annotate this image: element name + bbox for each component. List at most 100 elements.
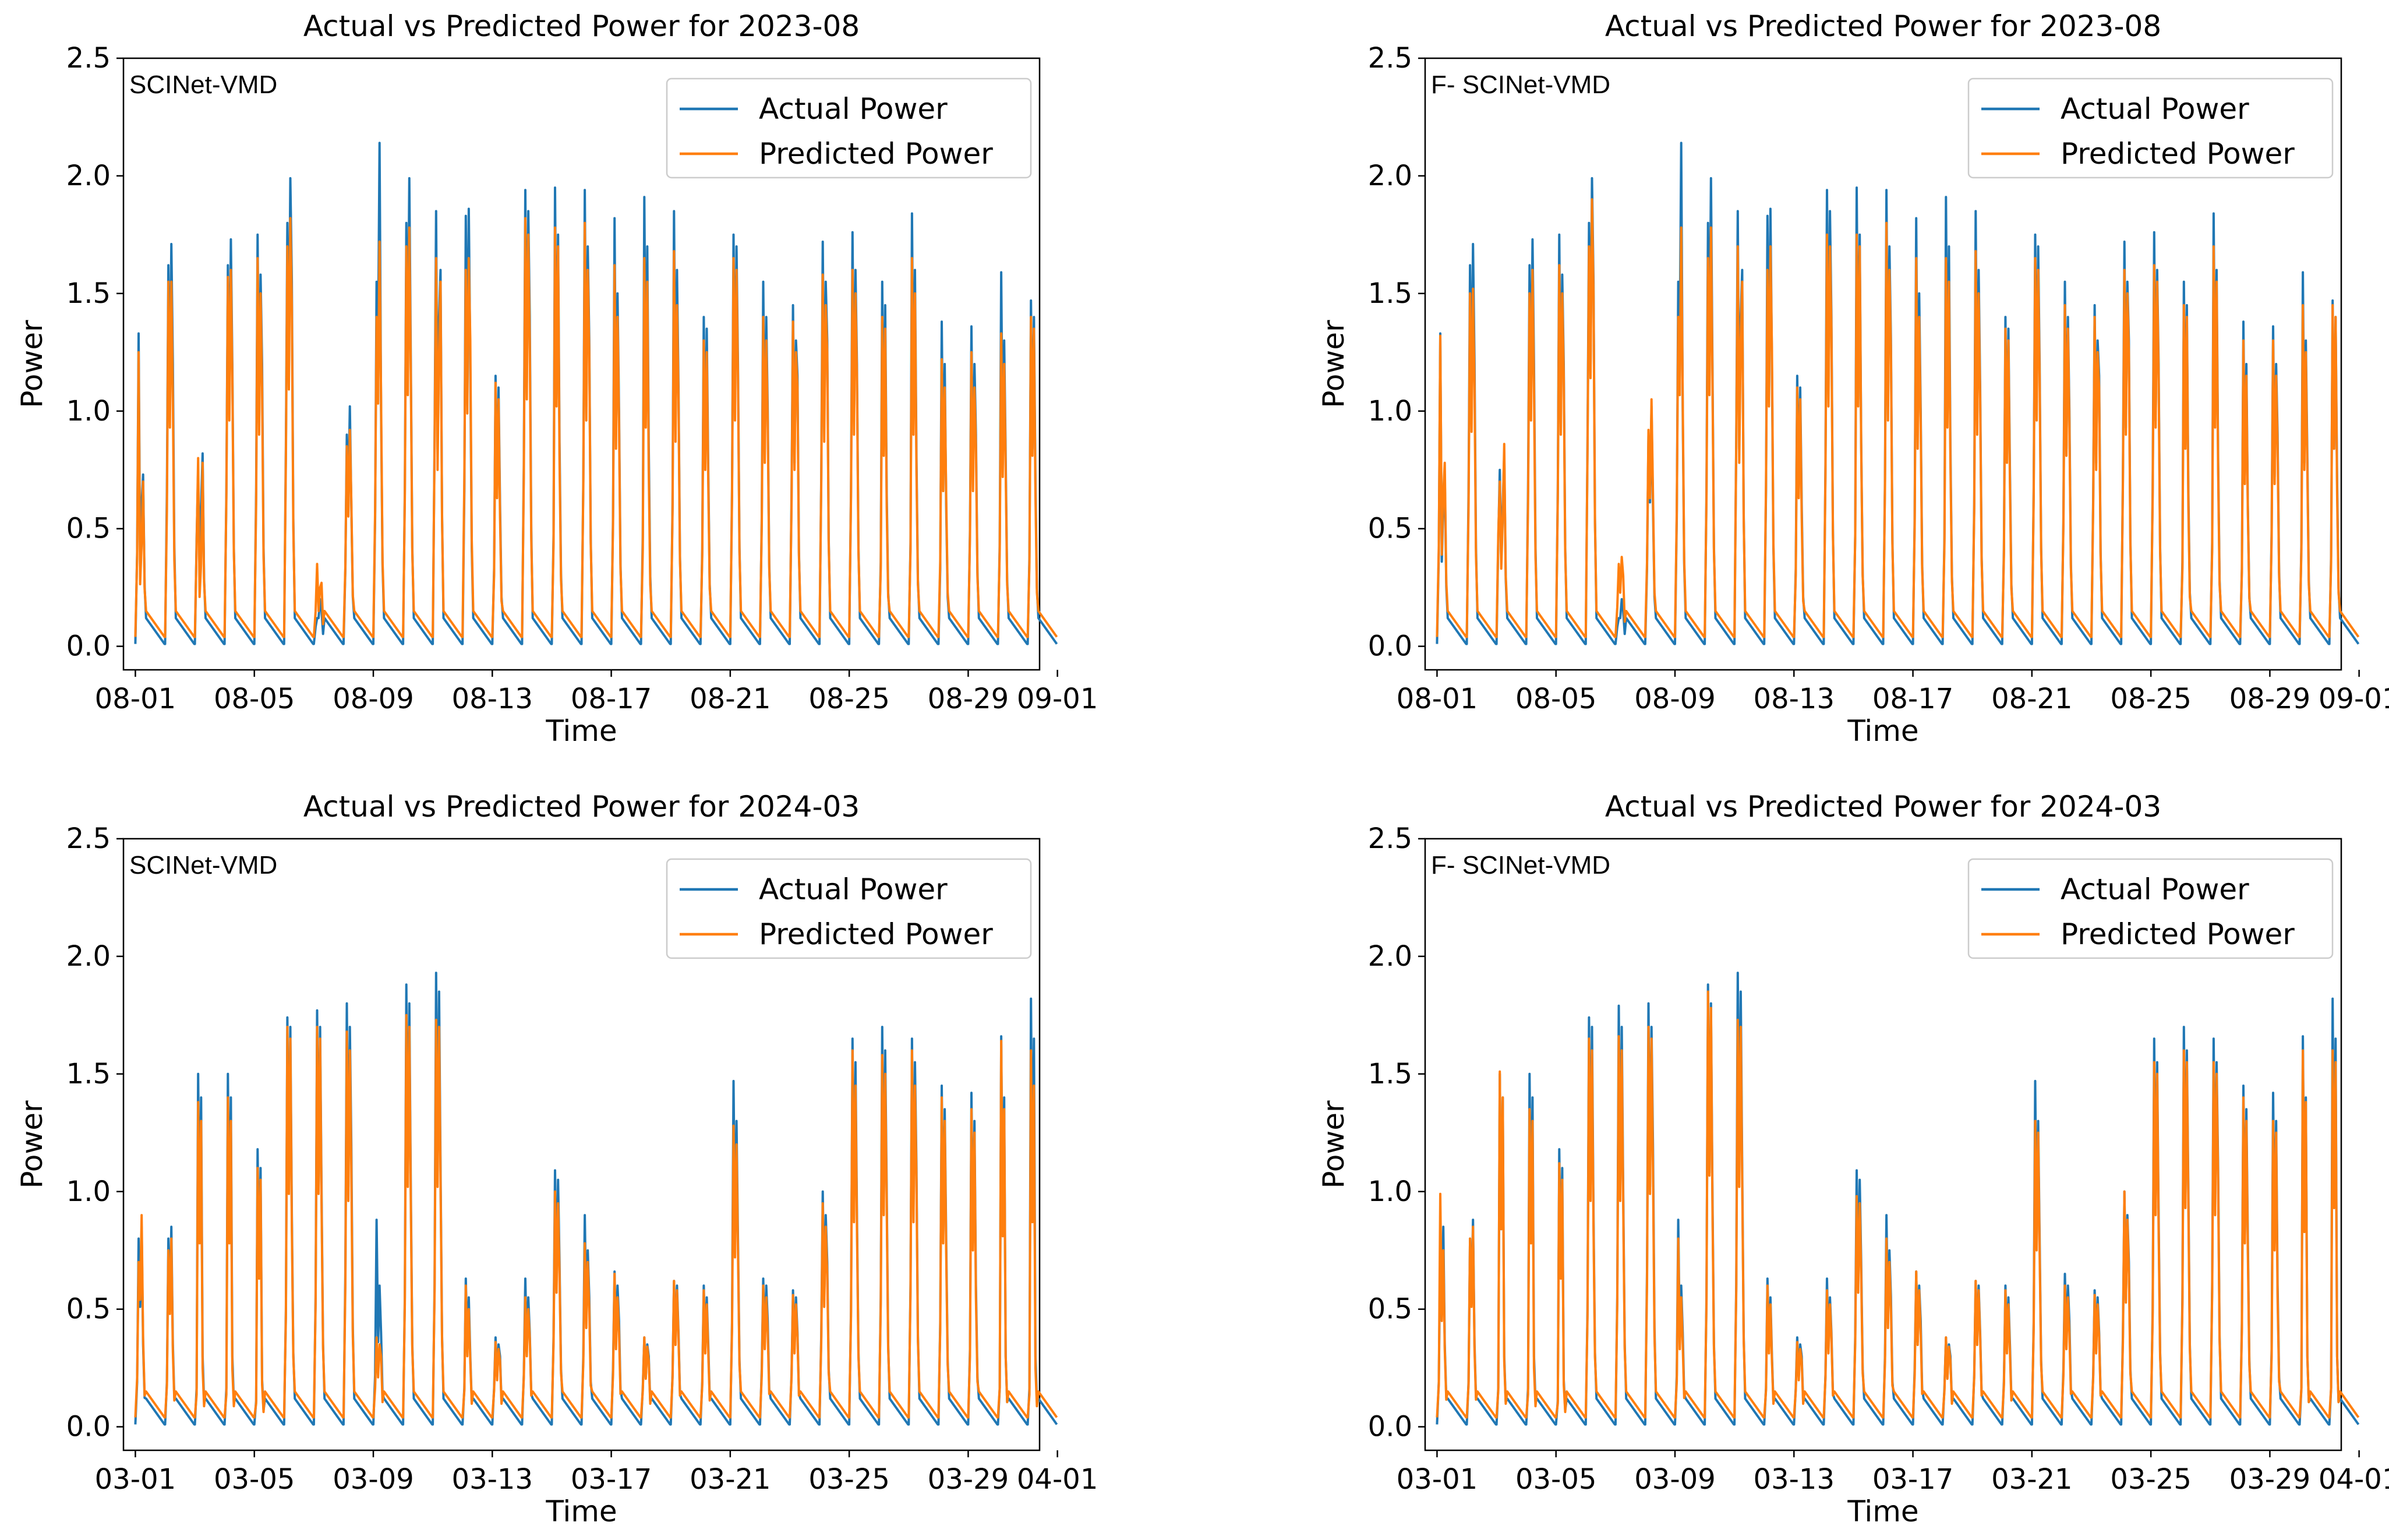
chart-title: Actual vs Predicted Power for 2023-08: [303, 9, 860, 43]
model-label: SCINet-VMD: [129, 70, 277, 99]
y-tick-label: 2.0: [1368, 160, 1412, 192]
model-label: F- SCINet-VMD: [1431, 851, 1610, 880]
y-tick-label: 2.5: [66, 822, 111, 855]
y-tick-label: 0.0: [66, 630, 111, 663]
predicted-power-line: [134, 1013, 1058, 1419]
predicted-power-line: [134, 217, 1058, 638]
x-tick-label: 08-09: [333, 683, 414, 715]
y-axis-label: Power: [15, 1100, 49, 1189]
x-tick-label: 08-05: [214, 683, 295, 715]
x-tick-label: 08-17: [571, 683, 652, 715]
x-tick-label: 03-05: [214, 1463, 295, 1496]
y-tick-label: 1.0: [1368, 1175, 1412, 1208]
x-tick-label: 08-09: [1634, 683, 1715, 715]
y-tick-label: 1.5: [66, 1058, 111, 1090]
legend-predicted-label: Predicted Power: [759, 917, 993, 951]
x-tick-label: 03-09: [333, 1463, 414, 1496]
legend-predicted-label: Predicted Power: [2061, 917, 2295, 951]
x-tick-label: 03-17: [1872, 1463, 1953, 1496]
chart-title: Actual vs Predicted Power for 2023-08: [1605, 9, 2161, 43]
plot-frame: [122, 57, 1041, 671]
y-tick-label: 2.0: [1368, 940, 1412, 973]
x-tick-label: 08-21: [1991, 683, 2072, 715]
predicted-power-line: [1436, 990, 2360, 1419]
y-axis-label: Power: [1317, 1100, 1351, 1189]
chart-2: Actual vs Predicted Power for 2023-08 0.0…: [1317, 9, 2389, 748]
x-tick-label: 08-13: [1754, 683, 1835, 715]
y-axis-label: Power: [15, 320, 49, 408]
plot-frame: [122, 838, 1041, 1451]
y-tick-label: 2.5: [1368, 822, 1412, 855]
legend-actual-label: Actual Power: [2061, 873, 2249, 906]
x-tick-label: 03-05: [1515, 1463, 1596, 1496]
x-tick-label: 03-13: [1754, 1463, 1835, 1496]
legend-box: [1967, 858, 2334, 959]
y-tick-label: 2.5: [66, 42, 111, 75]
x-axis-label: Time: [1847, 1495, 1918, 1528]
legend-actual-label: Actual Power: [2061, 92, 2249, 126]
x-tick-label: 03-09: [1634, 1463, 1715, 1496]
x-tick-label: 08-01: [95, 683, 176, 715]
x-tick-label: 08-29: [2229, 683, 2310, 715]
x-tick-label: 08-13: [452, 683, 533, 715]
x-tick-label: 03-21: [690, 1463, 771, 1496]
x-tick-label: 03-01: [95, 1463, 176, 1496]
legend-box: [666, 858, 1032, 959]
model-label: F- SCINet-VMD: [1431, 70, 1610, 99]
y-tick-label: 1.5: [1368, 277, 1412, 310]
x-tick-label: 03-25: [2110, 1463, 2191, 1496]
y-tick-label: 2.0: [66, 160, 111, 192]
y-tick-label: 0.5: [1368, 1293, 1412, 1326]
plot-frame: [1424, 57, 2342, 671]
x-tick-label: 09-01: [2319, 683, 2389, 715]
x-tick-label: 08-05: [1515, 683, 1596, 715]
x-tick-label: 08-25: [808, 683, 889, 715]
legend-actual-label: Actual Power: [759, 873, 948, 906]
x-tick-label: 03-13: [452, 1463, 533, 1496]
y-tick-label: 1.0: [66, 1175, 111, 1208]
legend-actual-label: Actual Power: [759, 92, 948, 126]
chart-title: Actual vs Predicted Power for 2024-03: [1605, 790, 2161, 824]
y-axis-label: Power: [1317, 320, 1351, 408]
x-tick-label: 08-01: [1397, 683, 1478, 715]
y-tick-label: 0.5: [1368, 513, 1412, 545]
y-tick-label: 0.0: [66, 1411, 111, 1443]
legend-predicted-label: Predicted Power: [2061, 137, 2295, 171]
y-tick-label: 2.5: [1368, 42, 1412, 75]
chart-4: Actual vs Predicted Power for 2024-03 0.0…: [1317, 790, 2389, 1528]
x-tick-label: 08-25: [2110, 683, 2191, 715]
x-tick-label: 03-17: [571, 1463, 652, 1496]
plot-frame: [1424, 838, 2342, 1451]
y-tick-label: 1.0: [66, 395, 111, 428]
y-tick-label: 1.5: [66, 277, 111, 310]
x-tick-label: 03-29: [928, 1463, 1009, 1496]
x-axis-label: Time: [545, 714, 617, 748]
x-axis-label: Time: [545, 1495, 617, 1528]
predicted-power-line: [1436, 198, 2360, 638]
charts-root: Actual vs Predicted Power for 2023-08 0.0…: [15, 9, 2389, 1528]
x-tick-label: 08-29: [928, 683, 1009, 715]
x-tick-label: 09-01: [1017, 683, 1098, 715]
model-label: SCINet-VMD: [129, 851, 277, 880]
chart-3: Actual vs Predicted Power for 2024-03 0.0…: [15, 790, 1098, 1528]
chart-1: Actual vs Predicted Power for 2023-08 0.0…: [15, 9, 1098, 748]
y-tick-label: 1.5: [1368, 1058, 1412, 1090]
x-tick-label: 04-01: [2319, 1463, 2389, 1496]
y-tick-label: 0.5: [66, 513, 111, 545]
y-tick-label: 0.0: [1368, 630, 1412, 663]
y-tick-label: 2.0: [66, 940, 111, 973]
x-tick-label: 03-01: [1397, 1463, 1478, 1496]
x-tick-label: 08-17: [1872, 683, 1953, 715]
y-tick-label: 0.0: [1368, 1411, 1412, 1443]
x-tick-label: 03-25: [808, 1463, 889, 1496]
chart-title: Actual vs Predicted Power for 2024-03: [303, 790, 860, 824]
legend-predicted-label: Predicted Power: [759, 137, 993, 171]
y-tick-label: 1.0: [1368, 395, 1412, 428]
y-tick-label: 0.5: [66, 1293, 111, 1326]
legend-box: [666, 77, 1032, 179]
legend-box: [1967, 77, 2334, 179]
x-axis-label: Time: [1847, 714, 1918, 748]
x-tick-label: 08-21: [690, 683, 771, 715]
x-tick-label: 03-21: [1991, 1463, 2072, 1496]
